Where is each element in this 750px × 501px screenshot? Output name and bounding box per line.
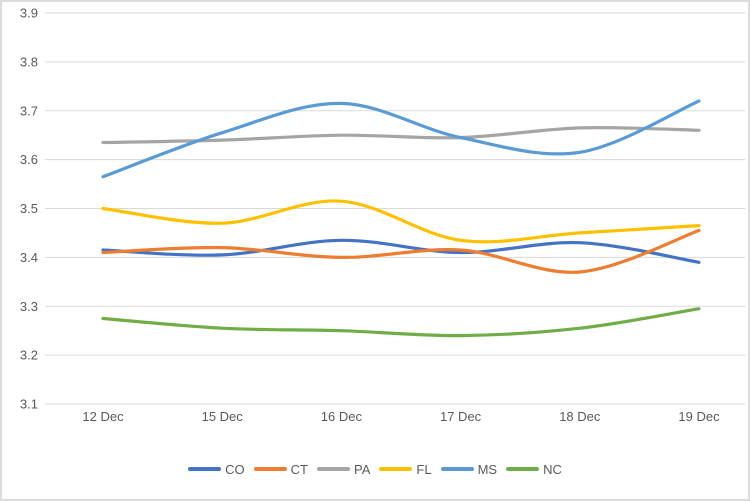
legend-label: FL xyxy=(416,461,432,477)
series-line-PA xyxy=(101,126,701,145)
y-axis-tick-label: 3.7 xyxy=(20,103,38,118)
x-axis-tick-label: 17 Dec xyxy=(440,409,482,424)
legend-swatch-MS xyxy=(440,467,474,471)
series-line-CT xyxy=(101,228,701,274)
x-axis-tick-label: 18 Dec xyxy=(559,409,601,424)
legend-item-NC: NC xyxy=(506,463,562,476)
legend-item-FL: FL xyxy=(379,461,432,477)
legend-label: CT xyxy=(290,461,308,477)
y-axis-tick-label: 3.6 xyxy=(20,152,38,167)
legend-swatch-CO xyxy=(188,467,222,471)
y-axis-tick-label: 3.9 xyxy=(20,6,38,21)
legend-label: MS xyxy=(477,461,498,477)
x-axis-tick-label: 19 Dec xyxy=(678,409,720,424)
series-line-NC xyxy=(101,307,701,338)
legend: CO CT PA FL MS NC xyxy=(0,459,750,479)
y-axis-tick-label: 3.2 xyxy=(20,348,38,363)
legend-label: PA xyxy=(354,461,371,477)
legend-label: CO xyxy=(225,461,245,477)
series-line-FL xyxy=(101,199,701,244)
legend-swatch-CT xyxy=(253,467,287,471)
series-line-MS xyxy=(101,99,701,179)
legend-item-PA: PA xyxy=(317,463,370,476)
series-line-CO xyxy=(101,238,701,264)
x-axis-tick-label: 15 Dec xyxy=(202,409,244,424)
legend-swatch-FL xyxy=(379,467,413,471)
legend-item-CT: CT xyxy=(253,461,308,477)
y-axis-tick-label: 3.5 xyxy=(20,201,38,216)
y-axis-tick-label: 3.4 xyxy=(20,250,38,265)
x-axis-tick-label: 16 Dec xyxy=(321,409,363,424)
legend-label: NC xyxy=(543,461,562,477)
legend-swatch-PA xyxy=(317,467,350,471)
y-axis-tick-label: 3.3 xyxy=(20,299,38,314)
legend-item-CO: CO xyxy=(188,463,245,476)
legend-swatch-NC xyxy=(506,467,540,471)
legend-item-MS: MS xyxy=(440,461,498,477)
x-axis-tick-label: 12 Dec xyxy=(82,409,124,424)
y-axis-tick-label: 3.1 xyxy=(20,397,38,412)
y-axis-tick-label: 3.8 xyxy=(20,54,38,69)
